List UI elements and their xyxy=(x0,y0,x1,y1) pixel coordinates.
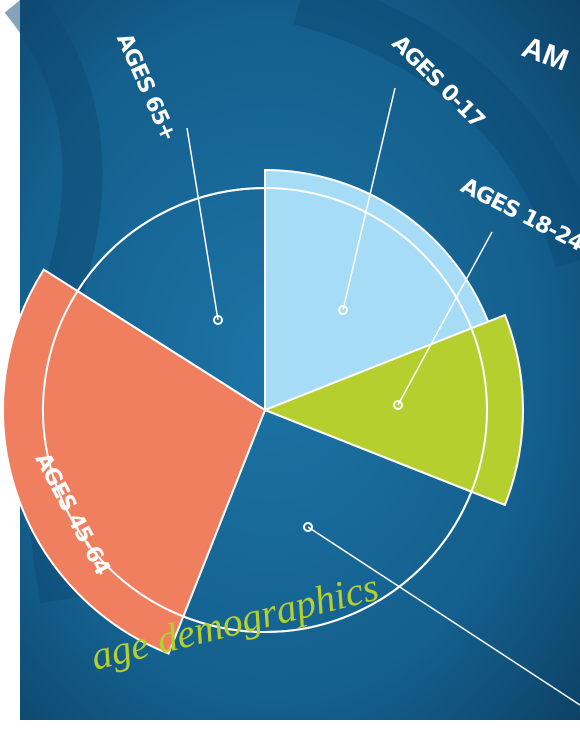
infographic: AM age demographics AGES 0-17AGES 18-24A… xyxy=(0,0,580,740)
